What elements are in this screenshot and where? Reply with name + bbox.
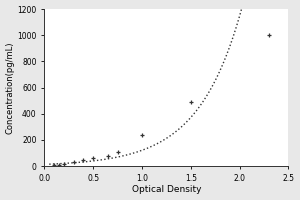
X-axis label: Optical Density: Optical Density [132,185,201,194]
Y-axis label: Concentration(pg/mL): Concentration(pg/mL) [6,41,15,134]
